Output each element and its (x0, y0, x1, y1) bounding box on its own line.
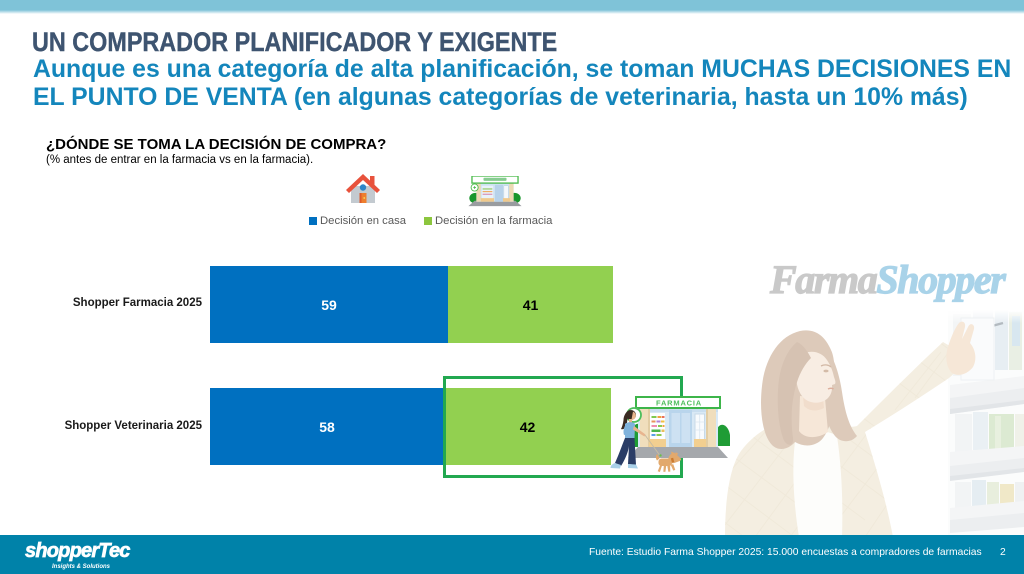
svg-text:FARMACIA: FARMACIA (656, 399, 702, 408)
